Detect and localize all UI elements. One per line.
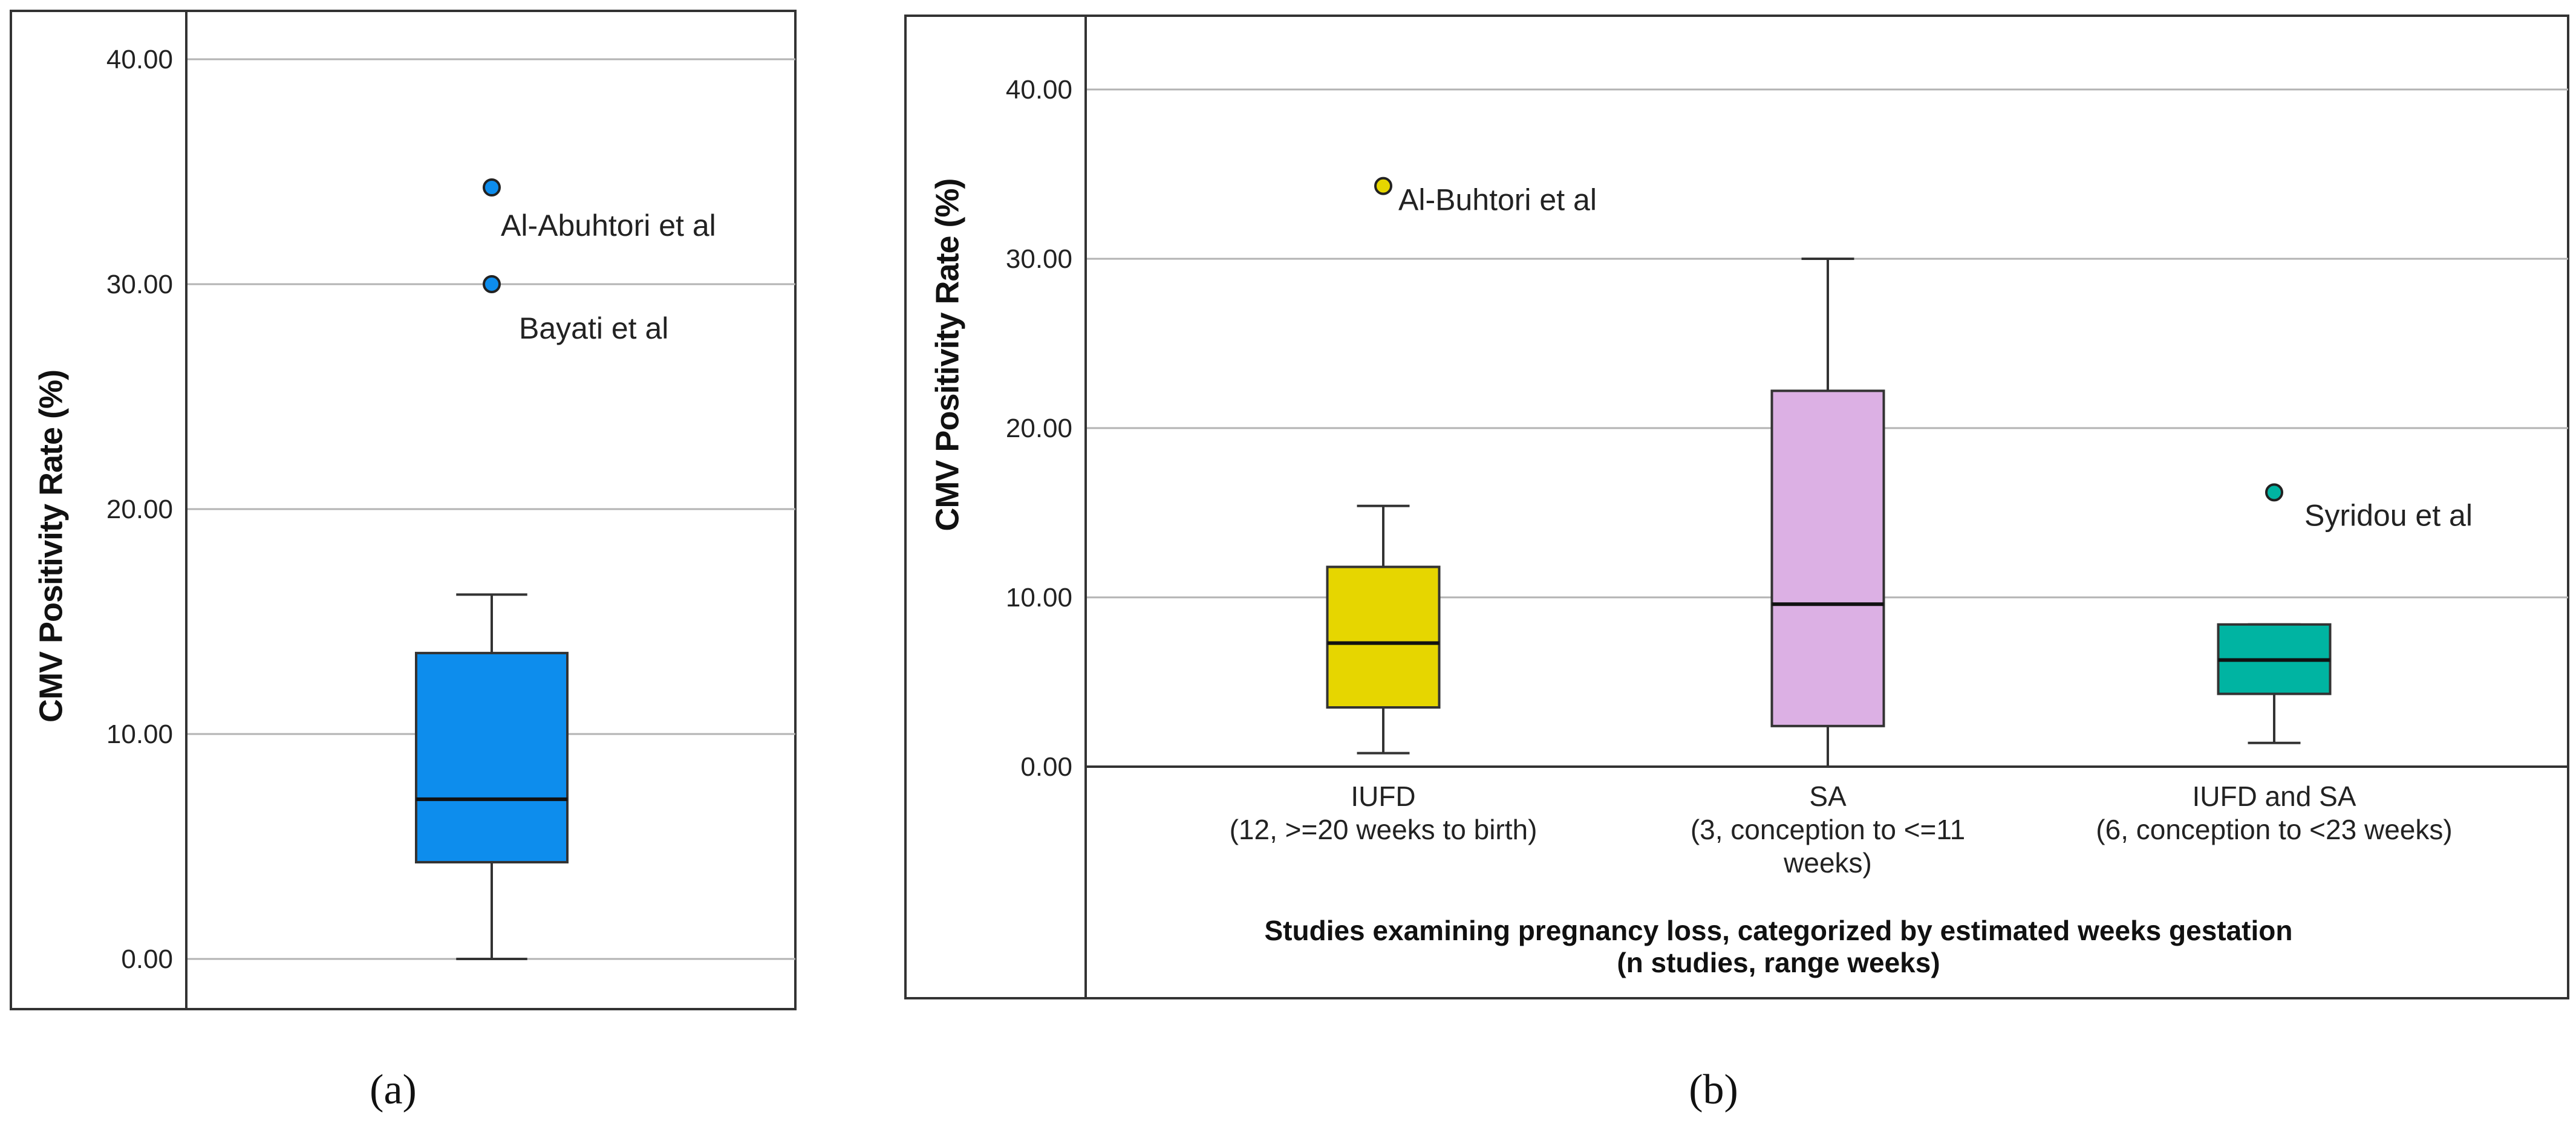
- y-tick-label: 30.00: [1006, 244, 1072, 274]
- y-tick-label: 0.00: [1020, 752, 1072, 782]
- category-sublabel: (12, >=20 weeks to birth): [1230, 814, 1537, 845]
- y-tick-label: 40.00: [1006, 75, 1072, 105]
- outlier-label: Syridou et al: [2304, 498, 2473, 532]
- y-tick-label: 10.00: [1006, 583, 1072, 612]
- outlier-label: Bayati et al: [519, 311, 668, 345]
- x-axis-label-sub: (n studies, range weeks): [1617, 947, 1940, 978]
- category-label: SA: [1809, 781, 1847, 812]
- category-sublabel: weeks): [1783, 847, 1872, 879]
- y-tick-label: 10.00: [106, 720, 173, 749]
- chart-panel-2: 0.00 10.00 20.00 30.00 40.00 CMV Positivity R…: [904, 15, 2569, 1113]
- y-tick-label: 40.00: [106, 45, 173, 74]
- y-tick-label: 0.00: [121, 944, 173, 974]
- box-iqr: [1770, 389, 1885, 727]
- chart-panel-1: 0.00 10.00 20.00 30.00 40.00 CMV Positivity R…: [10, 10, 797, 1113]
- y-tick-label: 30.00: [106, 270, 173, 299]
- outlier-point: [483, 178, 501, 197]
- y-axis-label: CMV Positivity Rate (%): [929, 178, 965, 531]
- category-label: IUFD: [1351, 781, 1415, 812]
- box-iqr: [415, 652, 569, 864]
- y-axis-label: CMV Positivity Rate (%): [33, 370, 69, 723]
- outlier-point: [2265, 483, 2283, 502]
- outlier-point: [483, 275, 501, 293]
- outlier-label: Al-Buhtori et al: [1398, 183, 1597, 217]
- x-axis-label: Studies examining pregnancy loss, catego…: [1265, 915, 2293, 946]
- outlier-label: Al-Abuhtori et al: [501, 209, 716, 242]
- category-label: IUFD and SA: [2193, 781, 2356, 812]
- category-sublabel: (6, conception to <23 weeks): [2096, 814, 2452, 845]
- panel-label: (b): [1689, 1067, 1738, 1113]
- outlier-point: [1374, 177, 1392, 195]
- box-iqr: [1326, 565, 1441, 709]
- y-tick-label: 20.00: [1006, 414, 1072, 443]
- category-sublabel: (3, conception to <=11: [1691, 814, 1965, 845]
- y-tick-label: 20.00: [106, 495, 173, 524]
- panel-label: (a): [370, 1067, 417, 1113]
